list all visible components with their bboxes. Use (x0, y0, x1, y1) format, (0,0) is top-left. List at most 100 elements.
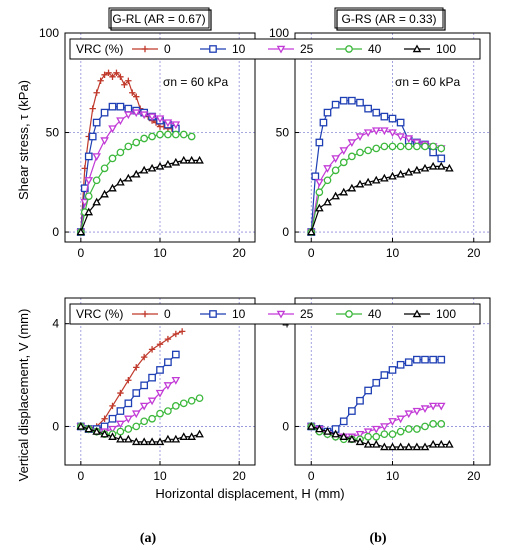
data-point-vrc-100 (131, 169, 141, 178)
data-point-vrc-10 (348, 96, 356, 105)
legend-label-vrc-100: 100 (436, 307, 456, 321)
data-point-vrc-100 (436, 439, 446, 448)
series-line-vrc-10 (311, 359, 442, 433)
series-line-vrc-40 (80, 133, 192, 233)
data-point-vrc-100 (436, 161, 446, 170)
data-point-vrc-0 (125, 377, 132, 384)
data-point-vrc-100 (445, 439, 454, 448)
legend-marker-vrc-0 (141, 310, 149, 318)
data-point-vrc-40 (171, 402, 180, 410)
x-tick-label: 20 (232, 246, 246, 260)
data-point-vrc-10 (171, 350, 180, 359)
data-point-vrc-25 (436, 402, 446, 411)
data-point-vrc-40 (156, 130, 164, 139)
data-point-vrc-0 (148, 346, 156, 353)
data-point-vrc-100 (92, 427, 101, 435)
data-point-vrc-0 (129, 89, 136, 96)
data-point-vrc-100 (380, 442, 389, 451)
series-line-vrc-100 (80, 425, 200, 443)
x-tick-label: 0 (77, 246, 84, 260)
data-point-vrc-40 (187, 132, 196, 141)
data-point-vrc-40 (372, 144, 381, 153)
data-point-vrc-100 (388, 171, 397, 180)
y-tick-label: 100 (269, 26, 289, 40)
data-point-vrc-100 (428, 161, 438, 170)
data-point-vrc-100 (171, 157, 181, 166)
data-point-vrc-100 (139, 437, 149, 446)
data-point-vrc-10 (311, 172, 320, 181)
legend-label-vrc-40: 40 (368, 307, 382, 321)
data-point-vrc-10 (437, 154, 446, 163)
data-point-vrc-10 (108, 414, 117, 423)
x-tick-label: 0 (308, 469, 315, 483)
data-point-vrc-25 (380, 127, 389, 136)
data-point-vrc-40 (187, 396, 196, 405)
data-point-vrc-10 (437, 355, 446, 364)
data-point-vrc-100 (76, 421, 86, 430)
data-point-vrc-40 (140, 417, 149, 426)
legend-label-vrc-25: 25 (300, 307, 314, 321)
data-point-vrc-40 (315, 188, 324, 197)
data-point-vrc-25 (355, 430, 365, 439)
data-point-vrc-100 (163, 159, 173, 168)
data-point-vrc-100 (404, 167, 414, 176)
y-tick-label: 100 (39, 26, 59, 40)
x-axis-label: Horizontal displacement, H (mm) (155, 486, 344, 501)
data-point-vrc-10 (88, 132, 97, 141)
data-point-vrc-10 (148, 373, 156, 382)
panel-label-b: (b) (369, 531, 386, 546)
data-point-vrc-0 (140, 353, 148, 361)
data-point-vrc-25 (163, 382, 173, 390)
data-point-vrc-10 (156, 366, 164, 374)
legend-marker-vrc-25 (276, 310, 286, 319)
data-point-vrc-100 (396, 442, 405, 451)
data-point-vrc-25 (388, 129, 397, 138)
data-point-vrc-40 (164, 130, 172, 139)
data-point-vrc-40 (364, 432, 372, 441)
data-point-vrc-40 (124, 142, 133, 151)
data-point-vrc-100 (420, 442, 430, 451)
data-point-vrc-10 (331, 100, 340, 109)
data-point-vrc-10 (364, 104, 372, 113)
data-point-vrc-10 (429, 355, 437, 364)
legend-label-vrc-25: 25 (300, 42, 314, 56)
title-a: G-RL (AR = 0.67) (112, 12, 205, 26)
data-point-vrc-40 (380, 430, 389, 439)
data-point-vrc-100 (396, 169, 405, 178)
data-point-vrc-100 (363, 177, 373, 186)
data-point-vrc-40 (388, 142, 397, 151)
data-point-vrc-25 (396, 415, 405, 424)
data-point-vrc-100 (420, 163, 430, 172)
data-point-vrc-0 (101, 71, 108, 78)
data-point-vrc-25 (363, 428, 373, 437)
data-point-vrc-0 (178, 328, 186, 335)
data-point-vrc-100 (147, 163, 157, 172)
data-point-vrc-10 (396, 360, 405, 369)
data-point-vrc-100 (445, 163, 454, 172)
data-point-vrc-25 (339, 147, 349, 155)
data-point-vrc-40 (429, 142, 437, 151)
data-point-vrc-25 (315, 179, 324, 187)
data-point-vrc-40 (124, 425, 133, 433)
data-point-vrc-25 (412, 407, 422, 416)
panel-label-a: (a) (140, 531, 157, 546)
data-point-vrc-100 (347, 183, 357, 192)
data-point-vrc-10 (164, 358, 172, 367)
x-tick-label: 10 (153, 246, 167, 260)
data-point-vrc-10 (140, 381, 149, 390)
data-point-vrc-40 (404, 142, 413, 151)
data-point-vrc-10 (124, 399, 133, 408)
data-point-vrc-25 (155, 389, 165, 398)
data-point-vrc-0 (172, 330, 180, 338)
data-point-vrc-10 (413, 355, 421, 364)
data-point-vrc-40 (116, 427, 125, 436)
data-point-vrc-0 (89, 105, 96, 112)
data-point-vrc-40 (132, 422, 141, 431)
data-point-vrc-10 (323, 108, 332, 117)
data-point-vrc-0 (105, 69, 112, 77)
data-point-vrc-10 (84, 152, 93, 161)
data-point-vrc-100 (100, 189, 109, 198)
y-tick-label: 0 (282, 419, 289, 433)
data-point-vrc-10 (315, 138, 324, 147)
